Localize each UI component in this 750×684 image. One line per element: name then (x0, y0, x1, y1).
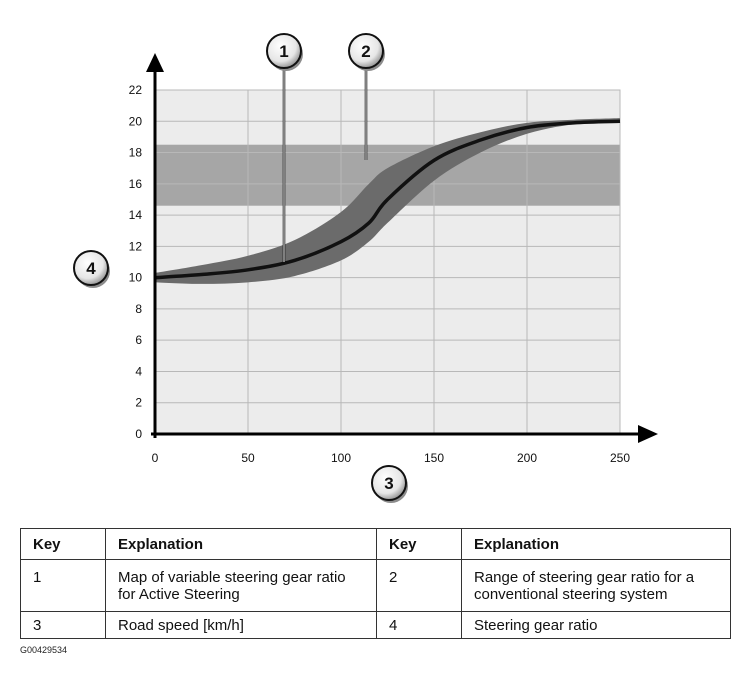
x-axis-arrow (638, 425, 658, 443)
callout-circle (266, 33, 302, 69)
callout-circle (348, 33, 384, 69)
x-tick-label: 50 (241, 451, 255, 465)
callout-number: 2 (361, 42, 370, 61)
y-tick-label: 16 (129, 177, 143, 191)
key-table-header: Key Explanation Key Explanation (20, 528, 731, 560)
y-tick-label: 14 (129, 208, 143, 222)
callout-1: 1 (266, 33, 303, 262)
callout-circle (73, 250, 109, 286)
x-tick-label: 0 (152, 451, 159, 465)
y-tick-label: 12 (129, 239, 143, 253)
explanation-cell: Map of variable steering gear ratio for … (105, 559, 377, 612)
y-axis-arrow (146, 53, 164, 72)
x-tick-label: 200 (517, 451, 537, 465)
y-tick-label: 6 (135, 333, 142, 347)
callout-3: 3 (371, 465, 408, 503)
x-tick-label: 150 (424, 451, 444, 465)
header-explanation-1: Explanation (105, 528, 377, 560)
key-cell: 1 (20, 559, 106, 612)
table-row: 3 Road speed [km/h] 4 Steering gear rati… (20, 611, 731, 639)
callout-circle (371, 465, 407, 501)
figure-id: G00429534 (20, 645, 68, 655)
y-tick-label: 22 (129, 83, 143, 97)
steering-ratio-line (154, 119, 621, 280)
key-cell: 4 (376, 611, 462, 639)
x-tick-label: 250 (610, 451, 630, 465)
y-tick-label: 2 (135, 396, 142, 410)
y-tick-label: 10 (129, 271, 143, 285)
y-tick-label: 20 (129, 114, 143, 128)
y-tick-label: 0 (135, 427, 142, 441)
callout-4: 4 (73, 250, 110, 288)
x-tick-label: 100 (331, 451, 351, 465)
explanation-cell: Road speed [km/h] (105, 611, 377, 639)
y-tick-label: 8 (135, 302, 142, 316)
callout-number: 4 (86, 259, 96, 278)
header-key-2: Key (376, 528, 462, 560)
callout-number: 1 (279, 42, 288, 61)
header-key-1: Key (20, 528, 106, 560)
explanation-cell: Range of steering gear ratio for a conve… (461, 559, 731, 612)
header-explanation-2: Explanation (461, 528, 731, 560)
callout-number: 3 (384, 474, 393, 493)
key-cell: 2 (376, 559, 462, 612)
table-row: 1 Map of variable steering gear ratio fo… (20, 559, 731, 612)
key-cell: 3 (20, 611, 106, 639)
y-tick-label: 4 (135, 364, 142, 378)
callout-2: 2 (348, 33, 385, 160)
key-table: Key Explanation Key Explanation 1 Map of… (20, 528, 731, 639)
explanation-cell: Steering gear ratio (461, 611, 731, 639)
y-tick-label: 18 (129, 146, 143, 160)
